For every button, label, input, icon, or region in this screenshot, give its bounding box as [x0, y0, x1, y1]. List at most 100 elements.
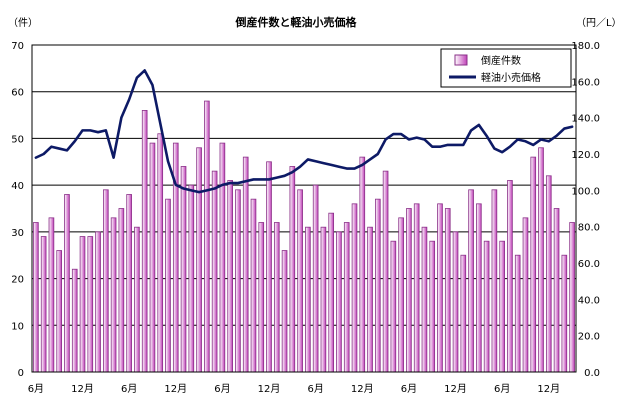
bar — [343, 222, 350, 373]
bar — [507, 180, 513, 373]
bar — [429, 240, 436, 373]
bar — [258, 222, 265, 373]
bar — [320, 226, 327, 373]
bar — [165, 198, 171, 373]
left-tick-label: 30 — [11, 228, 24, 239]
bar — [204, 100, 210, 373]
left-axis-label: （件） — [8, 17, 38, 29]
bar — [87, 236, 94, 373]
right-tick-label: 80.0 — [578, 223, 600, 234]
bar — [336, 231, 342, 373]
bar — [538, 147, 544, 373]
x-tick-label: 6月 — [307, 383, 323, 395]
bar — [196, 147, 202, 373]
legend-bar-label: 倒産件数 — [481, 54, 521, 67]
bar — [452, 231, 459, 373]
x-tick-label: 12月 — [258, 383, 281, 395]
right-axis-label: （円／L） — [576, 17, 622, 29]
left-tick-label: 70 — [11, 41, 24, 52]
bar — [250, 198, 257, 373]
bar — [382, 170, 389, 373]
bar — [281, 250, 288, 373]
right-tick-label: 180.0 — [571, 41, 600, 52]
bar — [522, 217, 529, 373]
left-tick-label: 10 — [11, 321, 24, 332]
bar — [180, 166, 187, 373]
right-tick-label: 120.0 — [571, 150, 600, 161]
bar — [406, 208, 412, 373]
x-tick-label: 6月 — [214, 383, 230, 395]
bar — [367, 226, 373, 373]
bar — [569, 222, 575, 373]
legend: 倒産件数 軽油小売価格 — [440, 48, 572, 88]
bar — [71, 268, 78, 373]
bar — [157, 133, 164, 373]
legend-bar-swatch — [454, 54, 468, 66]
bar — [359, 156, 366, 373]
bar — [188, 184, 195, 373]
right-tick-label: 160.0 — [571, 77, 600, 88]
x-tick-label: 6月 — [121, 383, 137, 395]
price-line — [34, 69, 574, 194]
x-tick-label: 12月 — [351, 383, 374, 395]
bar — [398, 217, 404, 373]
x-tick-label: 12月 — [537, 383, 560, 395]
bar — [242, 156, 249, 373]
x-tick-label: 12月 — [71, 383, 94, 395]
bar — [328, 212, 335, 373]
bar — [413, 203, 420, 373]
bar — [305, 226, 311, 373]
bar — [235, 189, 241, 373]
right-tick-label: 100.0 — [571, 186, 600, 197]
bar — [561, 254, 568, 373]
bar — [499, 240, 505, 373]
bar — [79, 236, 86, 373]
bar — [460, 254, 467, 373]
bar — [95, 231, 101, 373]
bar — [227, 180, 233, 373]
left-tick-label: 0 — [18, 368, 24, 379]
legend-line-label: 軽油小売価格 — [481, 71, 541, 84]
bar — [219, 142, 226, 373]
bar — [266, 161, 272, 373]
x-tick-label: 6月 — [28, 383, 44, 395]
bar — [351, 203, 358, 373]
x-tick-label: 12月 — [164, 383, 187, 395]
left-tick-label: 20 — [11, 275, 24, 286]
bar — [545, 175, 552, 373]
left-tick-label: 60 — [11, 88, 24, 99]
bar — [40, 236, 47, 373]
bar — [476, 203, 482, 373]
x-tick-label: 6月 — [401, 383, 417, 395]
bar — [289, 166, 296, 373]
bar — [211, 170, 218, 373]
bar — [530, 156, 537, 373]
bar — [421, 226, 428, 373]
bar — [126, 194, 132, 373]
right-tick-label: 0.0 — [584, 368, 600, 379]
bar — [312, 184, 319, 373]
right-tick-label: 60.0 — [578, 259, 600, 270]
chart-title: 倒産件数と軽油小売価格 — [235, 15, 358, 29]
bar — [56, 250, 63, 373]
left-axis-ticks: 0 10 20 30 40 50 60 70 — [11, 41, 24, 379]
bar — [110, 217, 117, 373]
left-tick-label: 50 — [11, 134, 24, 145]
plot-frame — [31, 44, 577, 373]
bar — [149, 142, 156, 373]
bar — [297, 189, 303, 373]
x-axis-ticks: 6月 12月 6月 12月 6月 12月 6月 12月 6月 12月 6月 12月 — [28, 383, 560, 395]
bar — [273, 222, 280, 373]
bar — [514, 254, 521, 373]
bar — [134, 226, 140, 373]
bar — [491, 189, 498, 373]
right-axis-ticks: 0.0 20.0 40.0 60.0 80.0 100.0 120.0 140.0 160.0 1… — [571, 41, 600, 379]
x-tick-label: 6月 — [494, 383, 510, 395]
bar — [64, 194, 70, 373]
bar — [444, 208, 451, 373]
bar — [468, 189, 474, 373]
right-tick-label: 40.0 — [578, 295, 600, 306]
right-tick-label: 20.0 — [578, 332, 600, 343]
bar — [141, 110, 148, 373]
